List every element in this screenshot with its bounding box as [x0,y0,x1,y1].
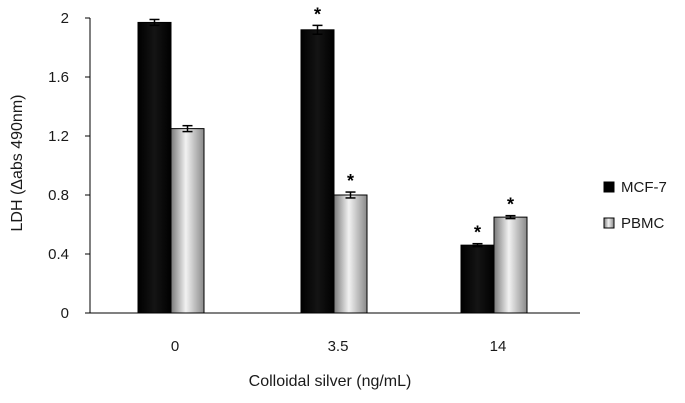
legend-item-pbmc: PBMC [603,215,665,232]
y-tick-label-1: 0.4 [48,246,69,263]
x-tick-label-1: 3.5 [328,338,349,355]
significance-mark-pbmc-1: * [347,171,354,191]
y-ticks: 0 0.4 0.8 1.2 1.6 2 [48,10,90,322]
legend-label-pbmc: PBMC [621,215,665,232]
x-ticks: 0 3.5 14 [171,338,507,355]
bar-pbmc-1 [333,194,368,314]
x-tick-label-2: 14 [490,338,507,355]
error-bar-mcf7-1 [312,24,323,35]
error-bars [149,18,516,248]
error-bar-mcf7-0 [149,18,160,27]
bar-mcf7-0 [137,21,172,314]
error-bar-pbmc-2 [505,214,516,220]
legend-item-mcf7: MCF-7 [603,179,667,196]
x-axis-title: Colloidal silver (ng/mL) [249,373,412,390]
y-axis-title: LDH (Δabs 490nm) [9,95,26,232]
error-bar-pbmc-1 [345,191,356,199]
significance-mark-mcf7-1: * [314,4,321,24]
y-tick-label-0: 0 [61,305,69,322]
bar-pbmc-0 [170,128,205,314]
bar-mcf7-2 [460,244,495,314]
significance-marks: * * * * [314,4,514,242]
bar-pbmc-2 [493,216,528,314]
legend-label-mcf7: MCF-7 [621,179,667,196]
bars [137,21,528,314]
y-tick-label-2: 0.8 [48,187,69,204]
significance-mark-mcf7-2: * [474,223,481,243]
legend-swatch-mcf7 [603,181,615,193]
legend-swatch-pbmc [603,217,615,229]
bar-mcf7-1 [300,29,335,314]
error-bar-mcf7-2 [472,242,483,248]
y-tick-label-3: 1.2 [48,128,69,145]
error-bar-pbmc-0 [182,124,193,133]
y-tick-label-5: 2 [61,10,69,27]
legend: MCF-7 PBMC [603,179,667,232]
x-tick-label-0: 0 [171,338,179,355]
y-tick-label-4: 1.6 [48,69,69,86]
significance-mark-pbmc-2: * [507,195,514,215]
